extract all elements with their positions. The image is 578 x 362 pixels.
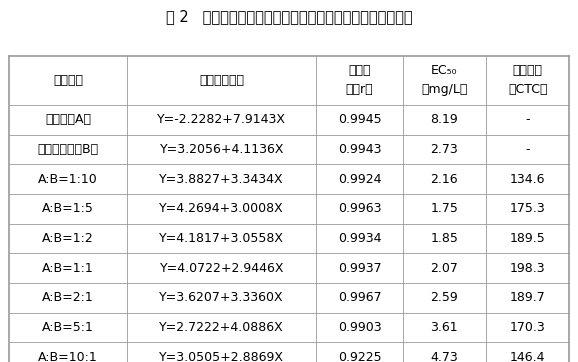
Text: Y=3.8827+3.3434X: Y=3.8827+3.3434X [160, 173, 284, 186]
Text: 8.19: 8.19 [431, 113, 458, 126]
Text: Y=2.7222+4.0886X: Y=2.7222+4.0886X [160, 321, 284, 334]
Text: A:B=1:2: A:B=1:2 [42, 232, 94, 245]
Text: 1.85: 1.85 [431, 232, 458, 245]
Text: A:B=2:1: A:B=2:1 [42, 291, 94, 304]
Text: 170.3: 170.3 [510, 321, 546, 334]
Text: Y=4.0722+2.9446X: Y=4.0722+2.9446X [160, 262, 284, 275]
Text: Y=3.6207+3.3360X: Y=3.6207+3.3360X [160, 291, 284, 304]
Text: Y=3.2056+4.1136X: Y=3.2056+4.1136X [160, 143, 284, 156]
Text: 2.07: 2.07 [431, 262, 458, 275]
Text: 0.9963: 0.9963 [338, 202, 381, 215]
Text: 0.9934: 0.9934 [338, 232, 381, 245]
Text: 毒力回归方程: 毒力回归方程 [199, 74, 244, 87]
Text: 4.73: 4.73 [431, 351, 458, 362]
Text: 0.9924: 0.9924 [338, 173, 381, 186]
Text: 198.3: 198.3 [510, 262, 546, 275]
Text: （mg/L）: （mg/L） [421, 83, 468, 96]
Text: -: - [525, 143, 530, 156]
Text: Y=4.1817+3.0558X: Y=4.1817+3.0558X [159, 232, 284, 245]
Text: （CTC）: （CTC） [508, 83, 547, 96]
Text: -: - [525, 113, 530, 126]
Text: 0.9225: 0.9225 [338, 351, 381, 362]
Text: 数（r）: 数（r） [346, 83, 373, 96]
Text: 146.4: 146.4 [510, 351, 546, 362]
Text: Y=-2.2282+7.9143X: Y=-2.2282+7.9143X [157, 113, 286, 126]
Text: 189.7: 189.7 [510, 291, 546, 304]
Text: A:B=1:1: A:B=1:1 [42, 262, 94, 275]
Text: A:B=1:10: A:B=1:10 [38, 173, 98, 186]
Text: 0.9943: 0.9943 [338, 143, 381, 156]
Text: 0.9903: 0.9903 [338, 321, 381, 334]
Text: 共毒系数: 共毒系数 [513, 64, 543, 77]
Text: 相关系: 相关系 [348, 64, 370, 77]
Text: 表 2   王菌铜与吡唑萘菌胺组合对黄瓜白粉病的室内毒力测定: 表 2 王菌铜与吡唑萘菌胺组合对黄瓜白粉病的室内毒力测定 [166, 9, 412, 24]
Text: 2.59: 2.59 [431, 291, 458, 304]
Text: Y=3.0505+2.8869X: Y=3.0505+2.8869X [159, 351, 284, 362]
Text: A:B=1:5: A:B=1:5 [42, 202, 94, 215]
Text: 134.6: 134.6 [510, 173, 546, 186]
Text: 王菌铜（A）: 王菌铜（A） [45, 113, 91, 126]
Text: 0.9937: 0.9937 [338, 262, 381, 275]
Text: 1.75: 1.75 [431, 202, 458, 215]
Text: 吡唑萘菌胺（B）: 吡唑萘菌胺（B） [38, 143, 98, 156]
Text: A:B=10:1: A:B=10:1 [38, 351, 98, 362]
Text: 189.5: 189.5 [510, 232, 546, 245]
Text: 175.3: 175.3 [510, 202, 546, 215]
Text: 3.61: 3.61 [431, 321, 458, 334]
Text: 2.73: 2.73 [431, 143, 458, 156]
Text: A:B=5:1: A:B=5:1 [42, 321, 94, 334]
Text: 2.16: 2.16 [431, 173, 458, 186]
Text: Y=4.2694+3.0008X: Y=4.2694+3.0008X [160, 202, 284, 215]
Text: 0.9945: 0.9945 [338, 113, 381, 126]
Text: 药剂处理: 药剂处理 [53, 74, 83, 87]
Text: EC₅₀: EC₅₀ [431, 64, 458, 77]
Text: 0.9967: 0.9967 [338, 291, 381, 304]
